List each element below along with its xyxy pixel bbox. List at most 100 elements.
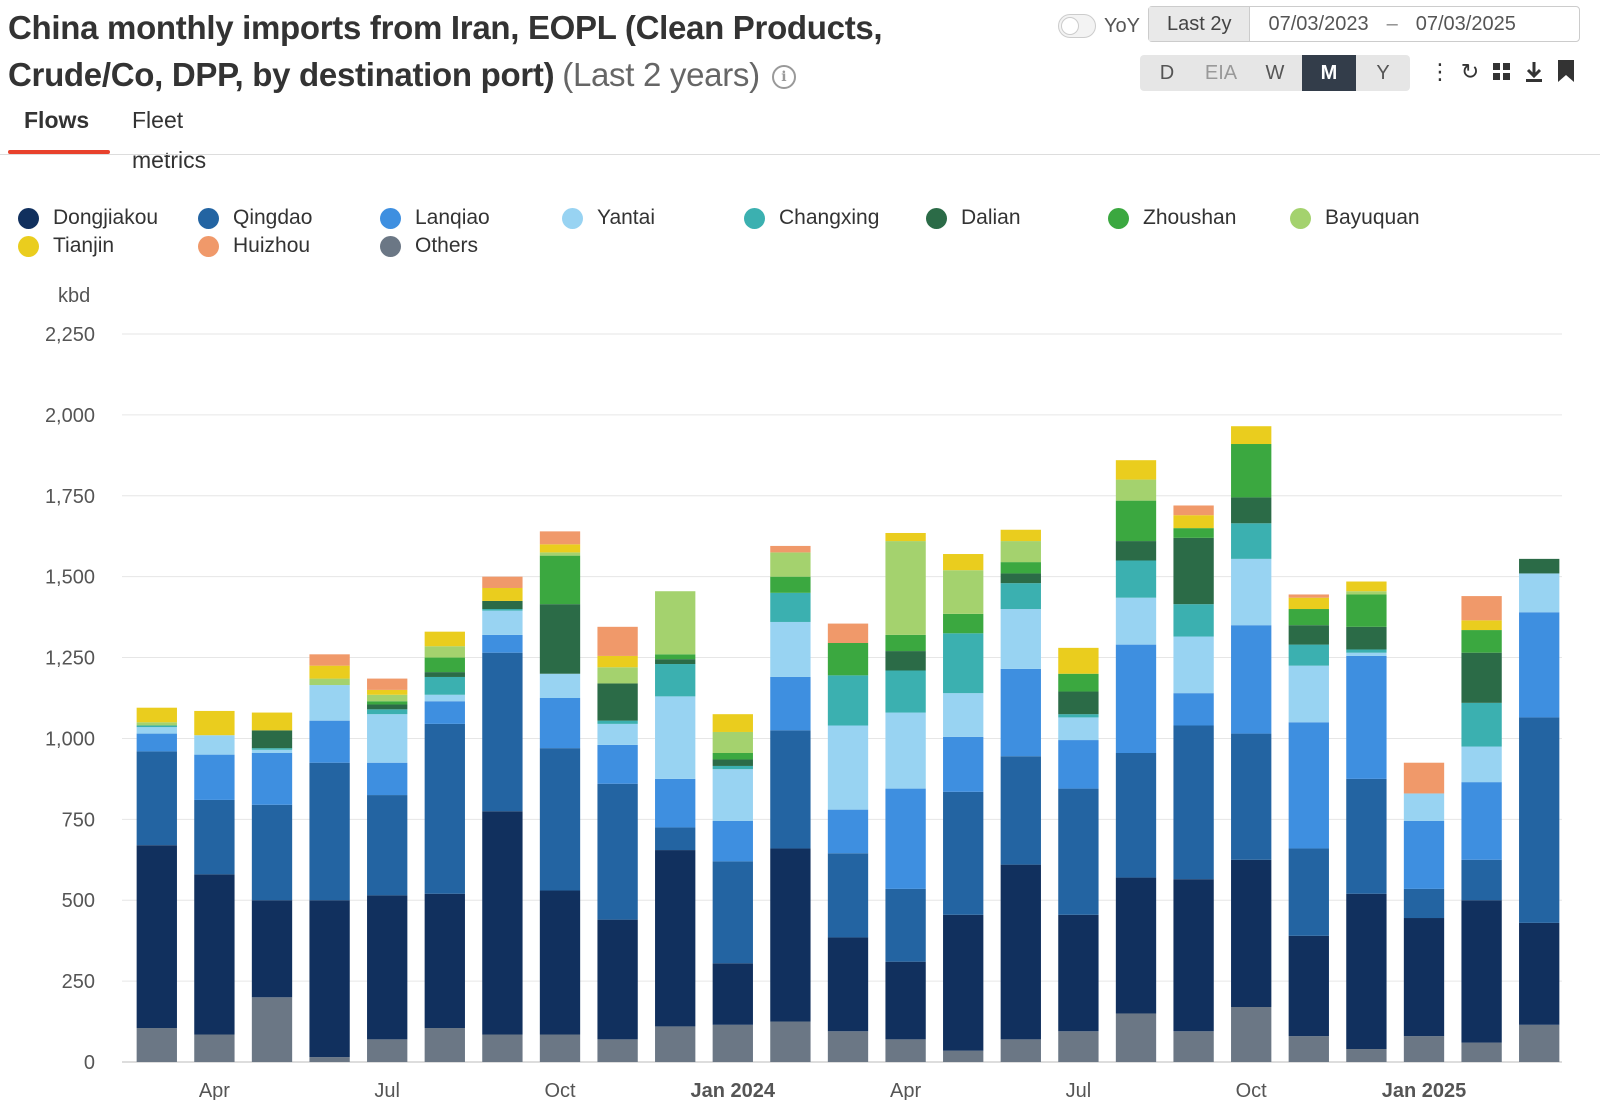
bar-segment-dalian[interactable] (367, 704, 408, 710)
bar-segment-changxing[interactable] (1115, 560, 1157, 598)
bar-segment-huizhou[interactable] (482, 576, 523, 588)
info-icon[interactable]: i (771, 65, 796, 90)
bar-segment-qingdao[interactable] (1231, 733, 1272, 860)
bar-segment-others[interactable] (712, 1024, 753, 1062)
bar-segment-yantai[interactable] (194, 735, 235, 755)
bar-segment-dongjiakou[interactable] (1115, 877, 1157, 1014)
legend-item-dongjiakou[interactable]: Dongjiakou (18, 205, 158, 231)
download-icon[interactable] (1522, 58, 1546, 86)
bar-segment-huizhou[interactable] (367, 678, 408, 690)
bar-segment-bayuquan[interactable] (712, 731, 753, 754)
legend-item-zhoushan[interactable]: Zhoushan (1108, 205, 1236, 231)
bar-segment-tianjin[interactable] (1461, 620, 1502, 631)
bar-segment-dongjiakou[interactable] (1519, 922, 1560, 1025)
bar-segment-changxing[interactable] (136, 725, 177, 728)
bar-segment-bayuquan[interactable] (1346, 591, 1387, 595)
bar-segment-qingdao[interactable] (539, 748, 581, 891)
bar-segment-dongjiakou[interactable] (194, 874, 235, 1035)
legend-item-dalian[interactable]: Dalian (926, 205, 1021, 231)
bar-segment-yantai[interactable] (1346, 652, 1387, 656)
bar-segment-dongjiakou[interactable] (367, 895, 408, 1040)
bar-segment-dalian[interactable] (1231, 497, 1272, 524)
bar-segment-dongjiakou[interactable] (309, 900, 350, 1058)
bar-segment-qingdao[interactable] (367, 795, 408, 896)
bar-segment-yantai[interactable] (1288, 665, 1329, 723)
bar-segment-yantai[interactable] (655, 696, 696, 779)
bar-segment-dalian[interactable] (1288, 625, 1329, 645)
bar-segment-dongjiakou[interactable] (712, 963, 753, 1025)
bar-segment-qingdao[interactable] (597, 783, 638, 920)
bar-segment-qingdao[interactable] (1115, 753, 1157, 878)
bar-segment-zhoushan[interactable] (424, 657, 465, 673)
bar-segment-dalian[interactable] (1173, 537, 1214, 605)
bar-segment-changxing[interactable] (1058, 714, 1099, 718)
legend-item-yantai[interactable]: Yantai (562, 205, 655, 231)
bar-segment-huizhou[interactable] (1403, 762, 1445, 794)
bar-segment-changxing[interactable] (367, 709, 408, 715)
bar-segment-huizhou[interactable] (539, 531, 581, 545)
bar-segment-dongjiakou[interactable] (1403, 918, 1445, 1037)
bar-segment-qingdao[interactable] (1403, 888, 1445, 919)
bar-segment-yantai[interactable] (1231, 558, 1272, 626)
bar-segment-bayuquan[interactable] (597, 667, 638, 684)
bar-segment-lanqiao[interactable] (136, 733, 177, 752)
bar-segment-dongjiakou[interactable] (1461, 900, 1502, 1043)
date-from[interactable]: 07/03/2023 (1268, 12, 1369, 35)
bar-segment-others[interactable] (194, 1034, 235, 1062)
bar-segment-lanqiao[interactable] (1519, 612, 1560, 718)
bar-segment-others[interactable] (136, 1028, 177, 1062)
bar-segment-dongjiakou[interactable] (1000, 864, 1041, 1040)
bar-segment-yantai[interactable] (1403, 793, 1445, 821)
bar-segment-others[interactable] (770, 1021, 811, 1062)
bar-segment-changxing[interactable] (482, 609, 523, 611)
bar-segment-changxing[interactable] (712, 765, 753, 770)
bar-segment-yantai[interactable] (1115, 597, 1157, 645)
bar-segment-tianjin[interactable] (367, 689, 408, 695)
bar-segment-others[interactable] (1288, 1036, 1329, 1062)
bar-segment-lanqiao[interactable] (367, 762, 408, 796)
bar-segment-lanqiao[interactable] (827, 809, 869, 854)
bar-segment-qingdao[interactable] (943, 791, 984, 915)
bar-segment-yantai[interactable] (597, 723, 638, 745)
bar-segment-others[interactable] (482, 1034, 523, 1062)
bar-segment-lanqiao[interactable] (943, 736, 984, 792)
bar-segment-lanqiao[interactable] (1000, 668, 1041, 757)
bar-segment-qingdao[interactable] (1288, 848, 1329, 936)
bar-segment-others[interactable] (655, 1026, 696, 1062)
bar-segment-dalian[interactable] (1461, 652, 1502, 703)
bar-segment-yantai[interactable] (943, 693, 984, 737)
bar-segment-others[interactable] (1461, 1042, 1502, 1062)
bookmark-icon[interactable] (1554, 58, 1578, 86)
bar-segment-qingdao[interactable] (1058, 788, 1099, 915)
bar-segment-bayuquan[interactable] (885, 541, 926, 635)
bar-segment-yantai[interactable] (251, 749, 293, 754)
bar-segment-others[interactable] (1403, 1036, 1445, 1062)
bar-segment-lanqiao[interactable] (1346, 655, 1387, 779)
bar-segment-dongjiakou[interactable] (770, 848, 811, 1022)
bar-segment-dongjiakou[interactable] (655, 850, 696, 1027)
bar-segment-huizhou[interactable] (1461, 596, 1502, 621)
bar-segment-yantai[interactable] (1000, 609, 1041, 669)
bar-segment-yantai[interactable] (1058, 717, 1099, 741)
bar-segment-lanqiao[interactable] (597, 744, 638, 784)
bar-segment-tianjin[interactable] (136, 707, 177, 723)
tab-fleet-metrics[interactable]: Fleet metrics (132, 107, 207, 173)
bar-segment-tianjin[interactable] (251, 712, 293, 731)
bar-segment-changxing[interactable] (1461, 702, 1502, 747)
bar-segment-others[interactable] (1173, 1031, 1214, 1062)
bar-segment-dalian[interactable] (1346, 626, 1387, 650)
bar-segment-dalian[interactable] (655, 659, 696, 665)
bar-segment-qingdao[interactable] (827, 853, 869, 938)
bar-segment-changxing[interactable] (251, 748, 293, 750)
bar-segment-bayuquan[interactable] (1000, 541, 1041, 563)
bar-segment-others[interactable] (943, 1050, 984, 1062)
bar-segment-dalian[interactable] (1058, 691, 1099, 715)
bar-segment-others[interactable] (1058, 1031, 1099, 1062)
bar-segment-dalian[interactable] (885, 651, 926, 671)
bar-segment-yantai[interactable] (712, 769, 753, 821)
bar-segment-dongjiakou[interactable] (827, 937, 869, 1032)
bar-segment-zhoushan[interactable] (885, 634, 926, 652)
bar-segment-zhoushan[interactable] (1346, 594, 1387, 627)
bar-segment-zhoushan[interactable] (1173, 528, 1214, 538)
bar-segment-dalian[interactable] (1000, 573, 1041, 584)
